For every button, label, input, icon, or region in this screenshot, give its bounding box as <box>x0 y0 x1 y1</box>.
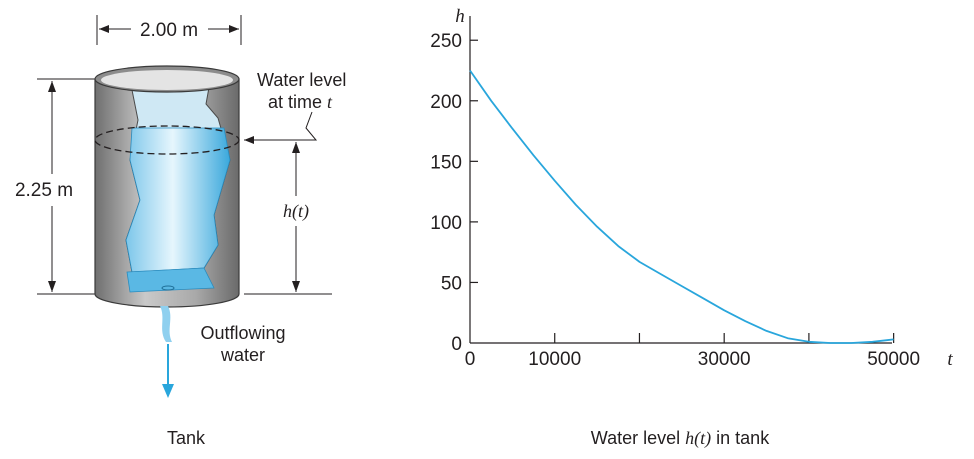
tank-rim-inner <box>101 70 233 90</box>
tank-water <box>125 127 231 273</box>
chart-caption: Water level h(t) in tank <box>591 428 770 449</box>
water-level-label-line1: Water level <box>257 70 346 90</box>
water-level-time-var: t <box>327 92 333 112</box>
x-tick-label: 30000 <box>698 349 751 370</box>
ht-arrow-top <box>292 142 300 153</box>
x-tick-label: 50000 <box>867 349 920 370</box>
series-line <box>469 69 894 344</box>
water-level-ellipse <box>94 125 240 155</box>
y-tick-label: 150 <box>430 152 462 173</box>
width-arrow-left <box>99 25 109 33</box>
tank-water-bottom <box>126 267 215 293</box>
ht-label-var: h <box>283 201 292 221</box>
ht-label-arg: (t) <box>292 201 309 222</box>
chart-caption-suffix: in tank <box>711 428 770 448</box>
y-axis-label: h <box>455 6 465 27</box>
y-ticks: 0 50 100 150 200 250 <box>430 31 478 355</box>
water-level-leader-arrow <box>244 136 254 144</box>
y-tick-label: 0 <box>451 334 462 355</box>
x-tick-label: 10000 <box>528 349 581 370</box>
tank-figure: 2.00 m 2.25 m Water level at time t <box>15 15 346 448</box>
width-label: 2.00 m <box>140 20 198 41</box>
y-tick-label: 50 <box>441 273 462 294</box>
outflow-label-line2: water <box>220 345 265 365</box>
y-tick-label: 100 <box>430 213 462 234</box>
ht-label: h(t) <box>283 201 309 222</box>
drain-hole <box>161 285 175 291</box>
x-tick-label: 0 <box>465 349 476 370</box>
tank-caption: Tank <box>167 428 206 448</box>
series-layer <box>469 69 894 344</box>
width-arrow-right <box>229 25 239 33</box>
height-label: 2.25 m <box>15 180 73 201</box>
outflow-stream <box>160 306 172 342</box>
height-arrow-top <box>48 81 56 92</box>
water-level-chart: 0 50 100 150 200 250 0 10000 30000 50000 h t Wat… <box>430 6 953 449</box>
chart-caption-prefix: Water level <box>591 428 685 448</box>
x-axis-label: t <box>947 349 953 370</box>
y-tick-label: 200 <box>430 92 462 113</box>
water-level-leader <box>244 111 318 141</box>
x-ticks: 0 10000 30000 50000 <box>465 333 920 370</box>
chart-caption-arg: (t) <box>694 428 711 449</box>
water-level-at-time: at time <box>268 92 327 112</box>
y-tick-label: 250 <box>430 31 462 52</box>
outflow-label-line1: Outflowing <box>200 323 285 343</box>
water-level-label-line2: at time t <box>268 92 333 112</box>
outflow-arrow <box>162 384 174 398</box>
chart-caption-var: h <box>685 428 694 448</box>
ht-arrow-bottom <box>292 281 300 292</box>
height-arrow-bottom <box>48 281 56 292</box>
